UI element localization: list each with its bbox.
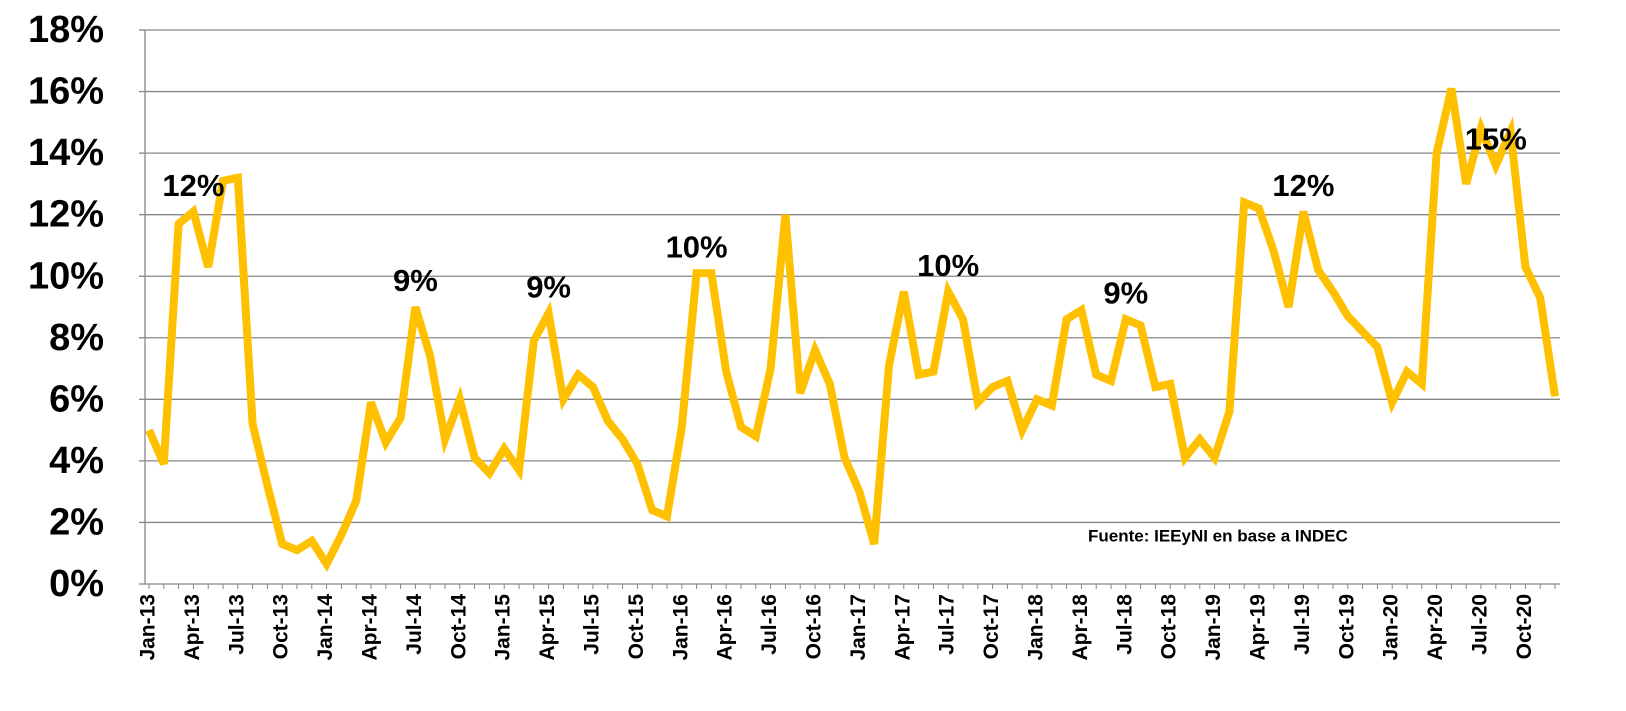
x-tick-label: Apr-18 bbox=[1069, 594, 1092, 661]
x-tick-label: Oct-17 bbox=[980, 594, 1003, 659]
y-tick-label: 12% bbox=[28, 194, 104, 236]
x-tick-label: Jan-14 bbox=[314, 594, 337, 661]
y-tick-label: 2% bbox=[49, 501, 104, 543]
x-tick-label: Apr-14 bbox=[359, 594, 382, 661]
x-tick-label: Jul-14 bbox=[403, 594, 426, 655]
x-tick-label: Jul-20 bbox=[1469, 594, 1492, 655]
x-tick-label: Jan-13 bbox=[137, 594, 160, 661]
source-note: Fuente: IEEyNI en base a INDEC bbox=[1088, 526, 1348, 545]
y-tick-label: 4% bbox=[49, 440, 104, 482]
y-tick-label: 16% bbox=[28, 71, 104, 113]
y-tick-label: 6% bbox=[49, 378, 104, 420]
x-tick-label: Oct-18 bbox=[1158, 594, 1181, 660]
value-label: 9% bbox=[1103, 275, 1148, 310]
x-tick-label: Jul-16 bbox=[758, 594, 781, 655]
y-tick-label: 14% bbox=[28, 132, 104, 174]
x-tick-label: Oct-19 bbox=[1335, 594, 1358, 659]
y-tick-label: 18% bbox=[28, 9, 104, 51]
x-tick-label: Oct-16 bbox=[803, 594, 826, 659]
x-tick-label: Jan-17 bbox=[847, 594, 870, 661]
x-tick-label: Apr-15 bbox=[536, 594, 559, 661]
x-tick-label: Jul-18 bbox=[1113, 594, 1136, 655]
x-tick-label: Oct-13 bbox=[270, 594, 293, 659]
x-tick-label: Apr-13 bbox=[181, 594, 204, 661]
plot: 0% 2% 4% 6% 8% 10% 12% 14% 16% 18% Jan-13 Apr-13 Jul… bbox=[28, 9, 1560, 661]
x-tick-label: Jul-13 bbox=[225, 594, 248, 655]
value-label: 10% bbox=[666, 229, 728, 264]
x-tick-label: Jul-17 bbox=[936, 594, 959, 655]
x-tick-label: Apr-16 bbox=[714, 594, 737, 661]
value-label: 15% bbox=[1465, 122, 1527, 157]
x-tick-label: Jan-16 bbox=[669, 594, 692, 661]
value-label: 10% bbox=[917, 248, 979, 283]
x-tick-label: Jan-15 bbox=[492, 594, 515, 661]
value-label: 9% bbox=[393, 263, 438, 298]
x-tick-label: Apr-17 bbox=[891, 594, 914, 661]
x-tick-label: Jan-20 bbox=[1380, 594, 1403, 661]
value-label: 9% bbox=[526, 269, 571, 304]
value-label: 12% bbox=[1272, 168, 1334, 203]
data-line bbox=[145, 87, 1559, 573]
x-tick-label: Jan-18 bbox=[1025, 594, 1048, 661]
y-tick-label: 10% bbox=[28, 255, 104, 297]
x-tick-label: Oct-14 bbox=[447, 594, 470, 660]
x-tick-label: Apr-19 bbox=[1247, 594, 1270, 661]
x-tick-label: Oct-20 bbox=[1513, 594, 1536, 659]
value-label: 12% bbox=[162, 168, 224, 203]
y-tick-label: 8% bbox=[49, 317, 104, 359]
x-tick-label: Jul-19 bbox=[1291, 594, 1314, 655]
x-tick-label: Apr-20 bbox=[1424, 594, 1447, 661]
y-tick-label: 0% bbox=[49, 563, 104, 605]
x-tick-label: Oct-15 bbox=[625, 594, 648, 660]
x-tick-label: Jan-19 bbox=[1202, 594, 1225, 661]
x-tick-label: Jul-15 bbox=[581, 594, 604, 655]
